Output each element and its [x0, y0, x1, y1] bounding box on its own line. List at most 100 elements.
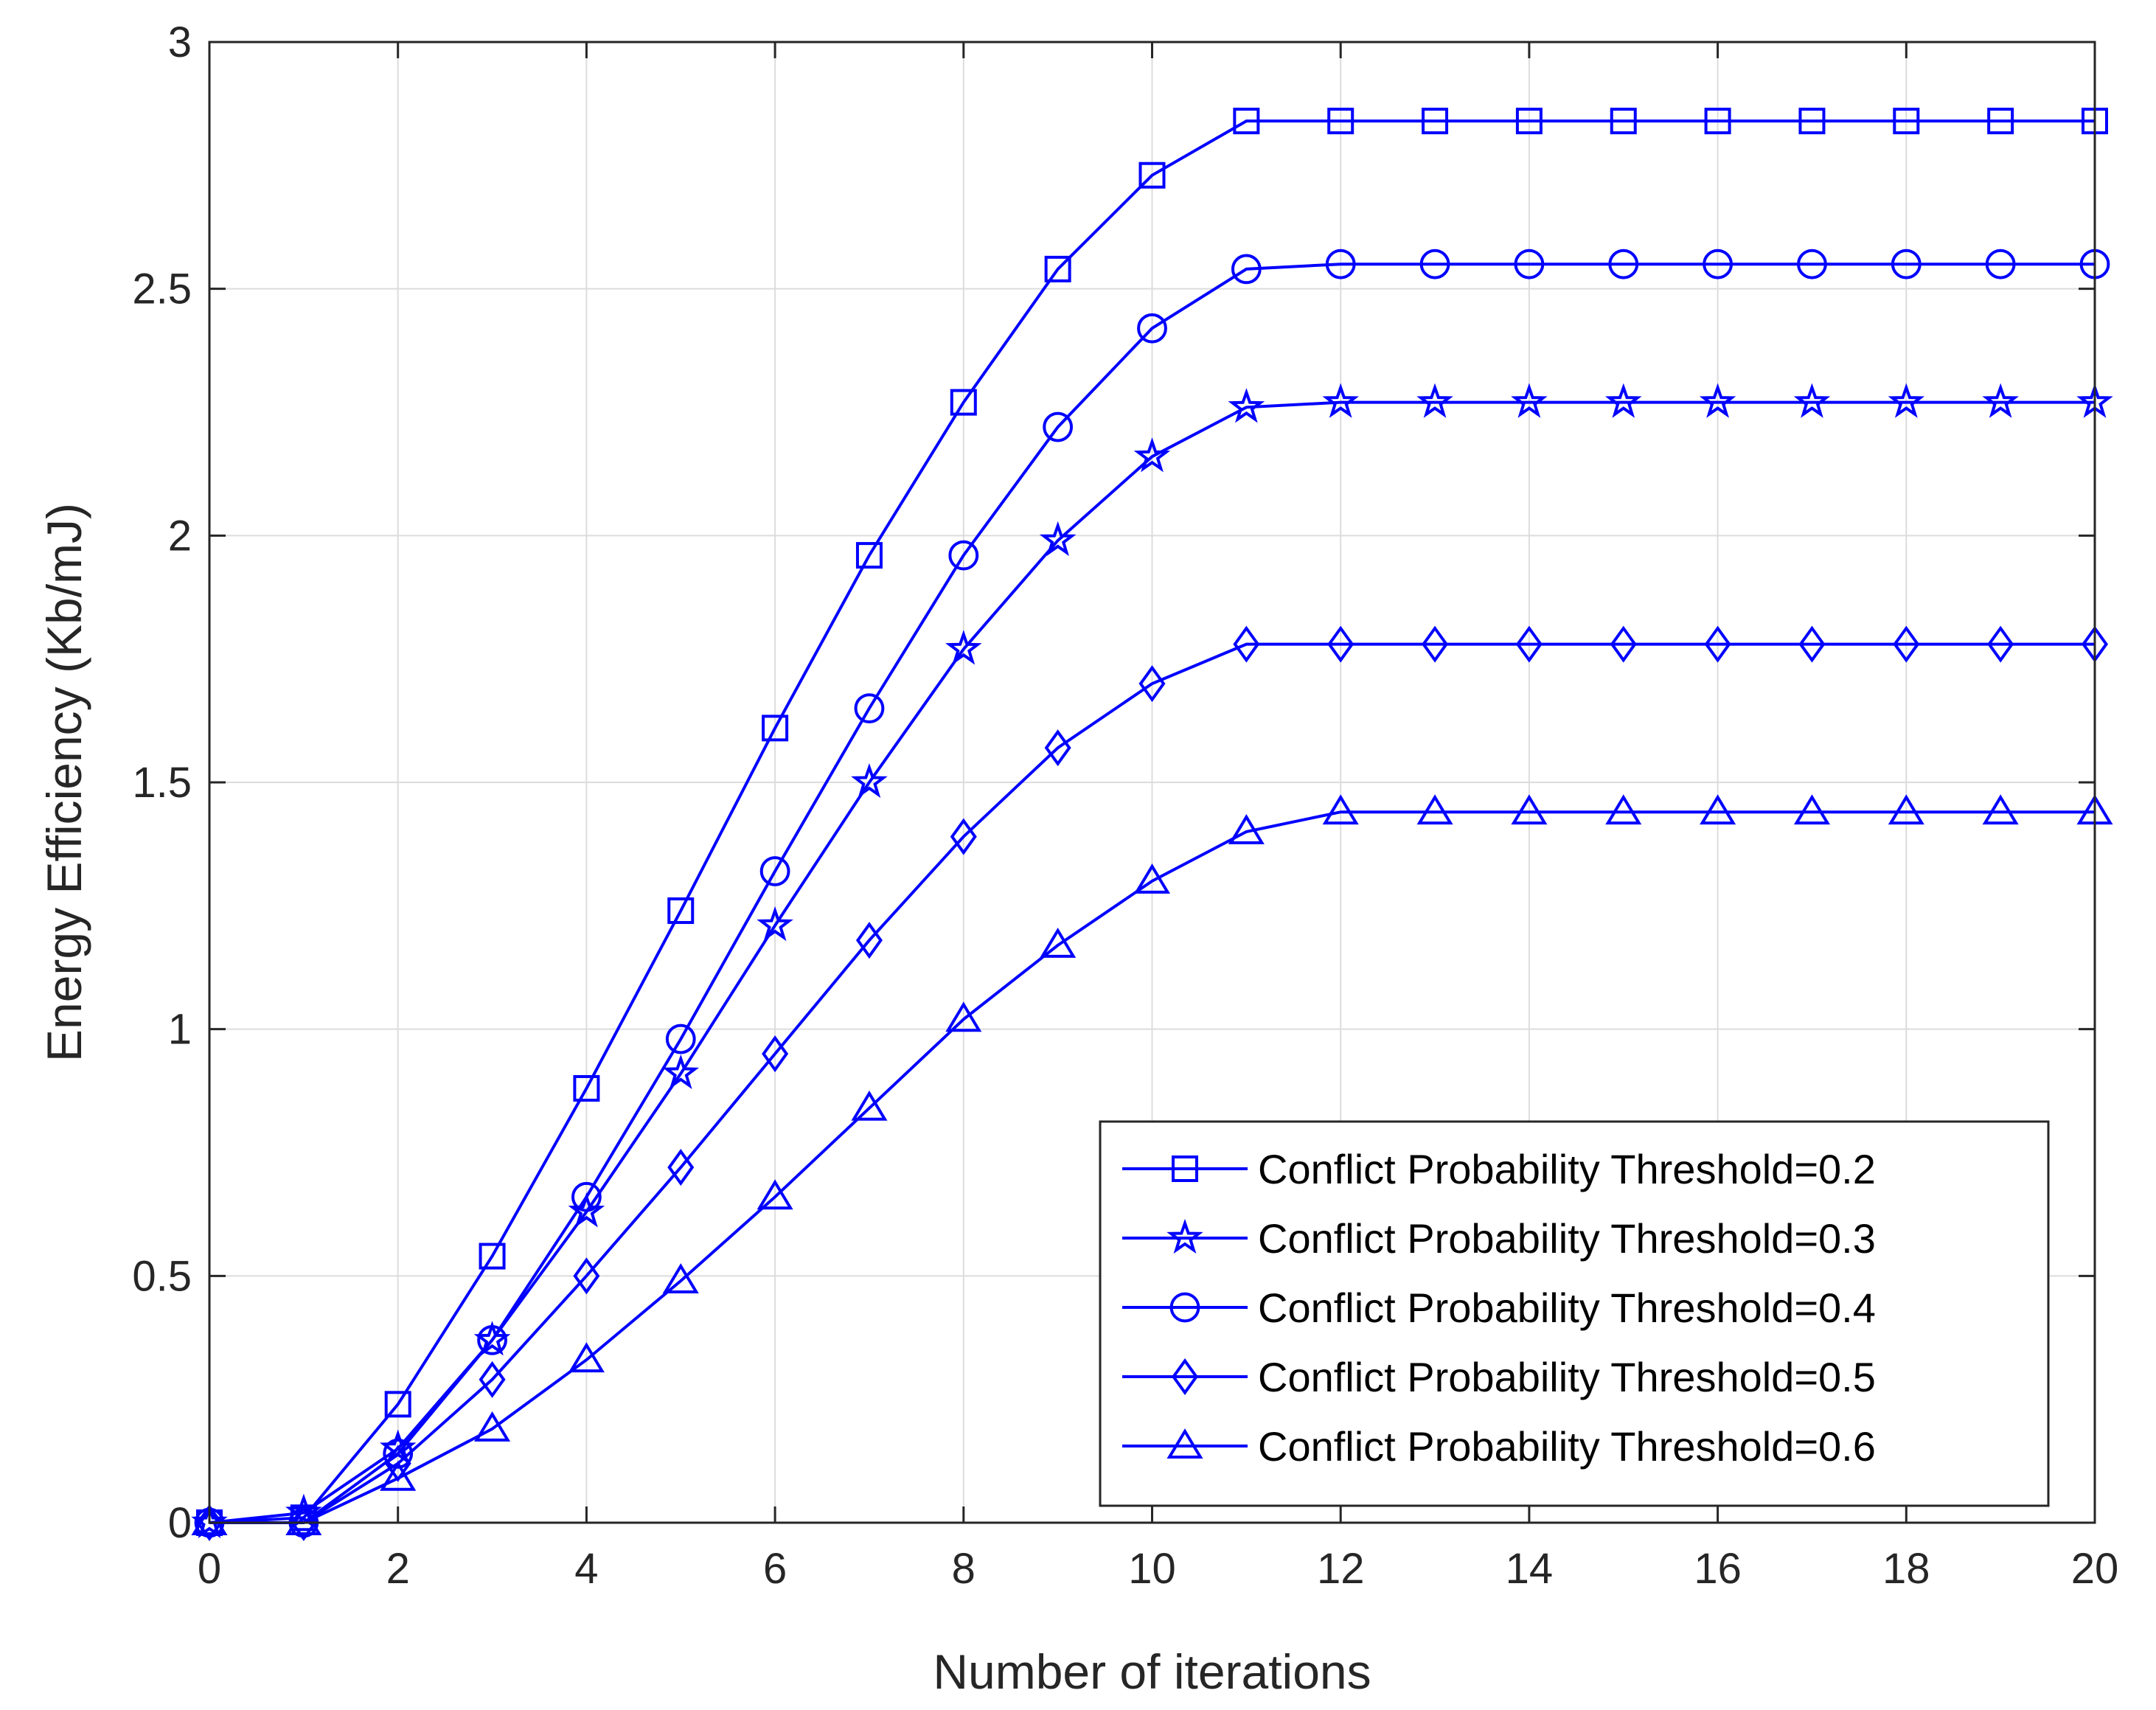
circle-marker: [665, 1023, 696, 1054]
legend-item: Conflict Probability Threshold=0.2: [1122, 1146, 1876, 1192]
circle-marker: [1231, 254, 1262, 285]
square-marker: [950, 389, 977, 416]
legend-label: Conflict Probability Threshold=0.6: [1258, 1423, 1876, 1470]
x-tick-label: 14: [1506, 1545, 1554, 1593]
star-marker: [473, 1321, 511, 1356]
legend-label: Conflict Probability Threshold=0.3: [1258, 1215, 1876, 1262]
diamond-marker: [855, 922, 883, 959]
circle-marker: [477, 1324, 507, 1355]
circle-marker: [1137, 313, 1167, 344]
square-marker: [1515, 108, 1543, 135]
x-tick-label: 10: [1128, 1545, 1176, 1593]
circle-marker: [1043, 411, 1074, 442]
square-marker: [1138, 161, 1166, 189]
diamond-marker: [1327, 625, 1355, 663]
triangle-marker: [1166, 1428, 1203, 1459]
circle-marker: [1608, 248, 1639, 279]
diamond-marker: [1987, 625, 2014, 663]
square-marker: [762, 715, 789, 742]
star-marker: [1416, 383, 1453, 418]
square-marker: [1893, 108, 1920, 135]
triangle-marker: [1793, 794, 1830, 825]
legend-label: Conflict Probability Threshold=0.5: [1258, 1354, 1876, 1400]
square-marker: [1704, 108, 1731, 135]
diamond-marker: [950, 818, 977, 855]
triangle-marker: [1605, 794, 1642, 825]
star-marker: [945, 630, 982, 665]
star-marker: [1604, 383, 1642, 418]
diamond-marker: [195, 1504, 223, 1542]
star-marker: [1039, 521, 1077, 557]
x-tick-label: 20: [2071, 1545, 2119, 1593]
diamond-marker: [1893, 625, 1920, 663]
series-line: [209, 642, 2095, 1524]
y-tick-label: 2: [168, 512, 192, 560]
series-line: [209, 400, 2095, 1524]
triangle-marker: [568, 1342, 605, 1373]
circle-marker: [1514, 248, 1545, 279]
series-group: [191, 108, 2113, 1542]
diamond-marker: [1515, 625, 1543, 663]
legend: Conflict Probability Threshold=0.2 Confli…: [1099, 1120, 2050, 1507]
y-tick-label: 0: [168, 1499, 192, 1547]
x-tick-label: 6: [763, 1545, 787, 1593]
square-marker: [1327, 108, 1355, 135]
x-tick-label: 16: [1694, 1545, 1742, 1593]
triangle-marker: [757, 1179, 793, 1210]
diamond-marker: [1798, 625, 1826, 663]
diamond-marker: [1704, 625, 1731, 663]
triangle-marker: [1228, 814, 1265, 844]
square-marker: [1172, 1155, 1198, 1182]
diamond-marker: [762, 1035, 789, 1073]
series-diamond: [195, 625, 2109, 1542]
star-marker: [1982, 383, 2019, 418]
diamond-marker: [1044, 729, 1071, 767]
circle-marker: [1797, 248, 1827, 279]
star-marker: [1166, 1218, 1203, 1254]
star-marker: [851, 762, 888, 799]
circle-marker: [948, 540, 979, 571]
x-tick-label: 2: [386, 1545, 410, 1593]
triangle-marker: [191, 1505, 228, 1535]
legend-label: Conflict Probability Threshold=0.4: [1258, 1285, 1876, 1331]
star-marker: [1699, 383, 1736, 418]
square-marker: [1044, 255, 1071, 282]
star-marker: [662, 1054, 700, 1090]
triangle-marker: [1982, 794, 2019, 825]
x-tick-label: 12: [1317, 1545, 1365, 1593]
star-marker: [1511, 383, 1548, 418]
legend-item: Conflict Probability Threshold=0.4: [1122, 1285, 1876, 1331]
x-tick-label: 4: [574, 1545, 598, 1593]
star-marker: [1322, 383, 1359, 418]
square-marker: [1422, 108, 1449, 135]
diamond-marker: [1138, 665, 1166, 703]
triangle-marker: [380, 1460, 417, 1491]
star-marker: [285, 1493, 322, 1529]
circle-marker: [854, 693, 885, 723]
circle-marker: [1703, 248, 1734, 279]
circle-marker: [1325, 248, 1356, 279]
circle-marker: [571, 1181, 602, 1212]
star-marker: [1793, 383, 1831, 418]
square-marker: [479, 1242, 506, 1270]
ticks: 0 2 4 6 8 10 12 14 16 18 20 0 0.5 1 1.5 2 2.5 3: [132, 18, 2118, 1593]
legend-box: [1099, 1120, 2050, 1507]
y-tick-label: 2.5: [132, 265, 192, 313]
triangle-marker: [1416, 794, 1453, 825]
x-tick-label: 8: [952, 1545, 976, 1593]
y-axis-title: Energy Efficiency (Kb/mJ): [37, 503, 91, 1062]
x-axis-title: Number of iterations: [933, 1644, 1371, 1699]
triangle-marker: [285, 1505, 322, 1535]
triangle-marker: [1133, 863, 1171, 894]
triangle-marker: [1700, 794, 1736, 825]
y-tick-label: 1: [168, 1006, 192, 1054]
star-marker: [1888, 383, 1925, 418]
diamond-marker: [1422, 625, 1449, 663]
legend-item: Conflict Probability Threshold=0.3: [1122, 1215, 1876, 1262]
star-marker: [1133, 437, 1171, 473]
circle-marker: [1985, 248, 2016, 279]
triangle-marker: [945, 1001, 982, 1032]
square-marker: [384, 1391, 411, 1418]
triangle-marker: [851, 1090, 888, 1121]
